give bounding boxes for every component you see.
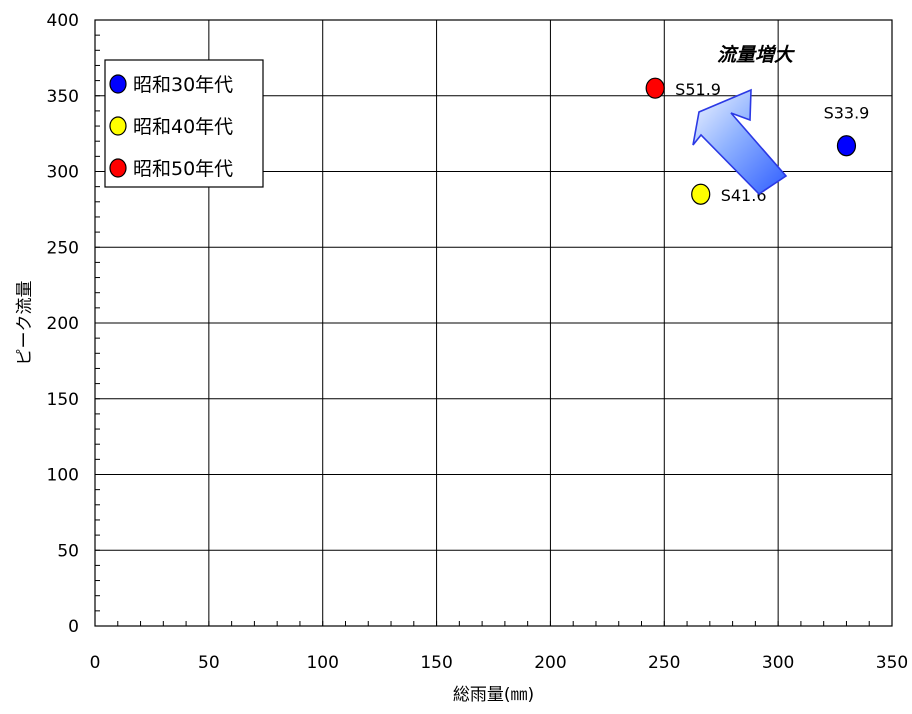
x-tick-label: 100 — [306, 653, 338, 673]
legend-label: 昭和40年代 — [133, 116, 233, 138]
annotation-text: 流量増大 — [717, 44, 795, 66]
x-tick-label: 0 — [90, 653, 101, 673]
y-tick-label: 250 — [47, 238, 79, 258]
x-tick-label: 200 — [534, 653, 566, 673]
y-tick-label: 350 — [47, 87, 79, 107]
plot-area-frame — [94, 19, 893, 627]
legend-marker — [109, 74, 127, 94]
x-tick-label: 250 — [648, 653, 680, 673]
legend-marker — [109, 158, 127, 178]
x-tick-label: 50 — [198, 653, 220, 673]
y-tick-label: 0 — [68, 617, 79, 637]
legend-label: 昭和30年代 — [133, 74, 233, 96]
y-axis-label: ピーク流量 — [15, 281, 35, 366]
data-point — [691, 183, 711, 205]
legend-label: 昭和50年代 — [133, 158, 233, 180]
data-point — [645, 77, 665, 99]
data-point-label: S33.9 — [824, 104, 870, 123]
x-axis-label: 総雨量(㎜) — [453, 685, 534, 705]
y-tick-label: 400 — [47, 11, 79, 31]
x-tick-label: 150 — [420, 653, 452, 673]
y-tick-label: 200 — [47, 314, 79, 334]
legend-marker — [109, 116, 127, 136]
data-point — [836, 135, 857, 157]
arrow-up-left-icon — [692, 88, 788, 196]
y-tick-label: 100 — [47, 466, 79, 486]
x-tick-label: 300 — [762, 653, 794, 673]
y-tick-label: 300 — [47, 163, 79, 183]
legend-box — [104, 59, 264, 188]
y-tick-label: 50 — [57, 541, 79, 561]
x-tick-label: 350 — [876, 653, 908, 673]
y-tick-label: 150 — [47, 390, 79, 410]
data-point-label: S51.9 — [675, 80, 721, 99]
